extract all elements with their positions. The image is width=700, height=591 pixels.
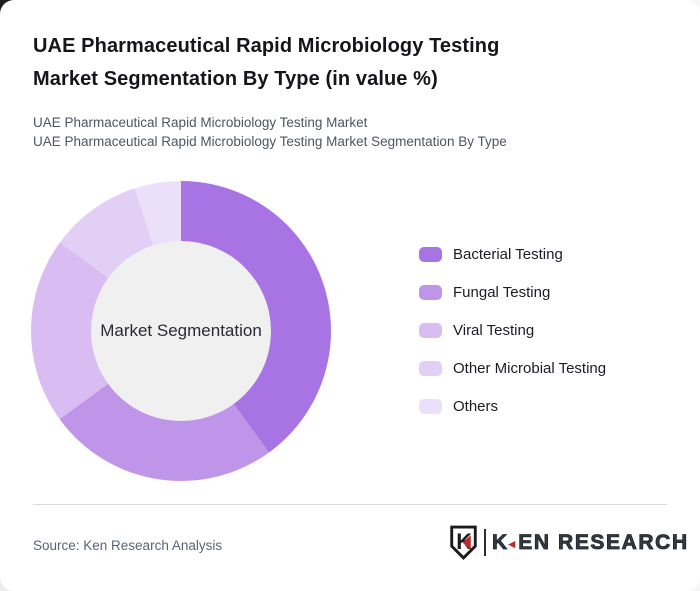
- legend-item-others[interactable]: Others: [419, 397, 606, 415]
- legend-swatch-icon: [419, 398, 442, 414]
- legend-label: Bacterial Testing: [453, 245, 563, 263]
- wordmark-k: K: [492, 530, 509, 554]
- ken-research-logo: K K◄EN RESEARCH: [449, 525, 689, 560]
- legend-swatch-icon: [419, 246, 442, 262]
- legend-label: Viral Testing: [453, 321, 535, 339]
- page-title: UAE Pharmaceutical Rapid Microbiology Te…: [33, 35, 500, 90]
- legend-swatch-icon: [419, 322, 442, 338]
- legend-label: Fungal Testing: [453, 283, 551, 301]
- donut-chart[interactable]: Market Segmentation: [31, 181, 331, 481]
- wordmark-rest: EN RESEARCH: [518, 530, 689, 554]
- source-text: Source: Ken Research Analysis: [33, 538, 223, 553]
- legend-label: Others: [453, 397, 499, 415]
- legend-item-fungal-testing[interactable]: Fungal Testing: [419, 283, 606, 301]
- legend-swatch-icon: [419, 284, 442, 300]
- donut-hole: Market Segmentation: [91, 241, 271, 421]
- chart-legend: Bacterial Testing Fungal Testing Viral T…: [419, 246, 606, 436]
- legend-item-viral-testing[interactable]: Viral Testing: [419, 321, 606, 339]
- footer-divider: [33, 504, 667, 505]
- donut-center-label: Market Segmentation: [100, 321, 262, 340]
- legend-swatch-icon: [419, 360, 442, 376]
- legend-item-bacterial-testing[interactable]: Bacterial Testing: [419, 245, 606, 263]
- logo-divider-bar: [484, 529, 486, 556]
- shield-k-icon: K: [450, 525, 477, 560]
- legend-item-other-microbial-testing[interactable]: Other Microbial Testing: [419, 359, 607, 377]
- chart-subtitle-line1: UAE Pharmaceutical Rapid Microbiology Te…: [33, 115, 368, 130]
- legend-label: Other Microbial Testing: [453, 359, 607, 377]
- red-triangle-icon: ◄: [505, 536, 520, 551]
- logo-wordmark: K ◄ EN RESEARCH: [492, 530, 689, 555]
- chart-subtitle-line2: UAE Pharmaceutical Rapid Microbiology Te…: [33, 134, 507, 149]
